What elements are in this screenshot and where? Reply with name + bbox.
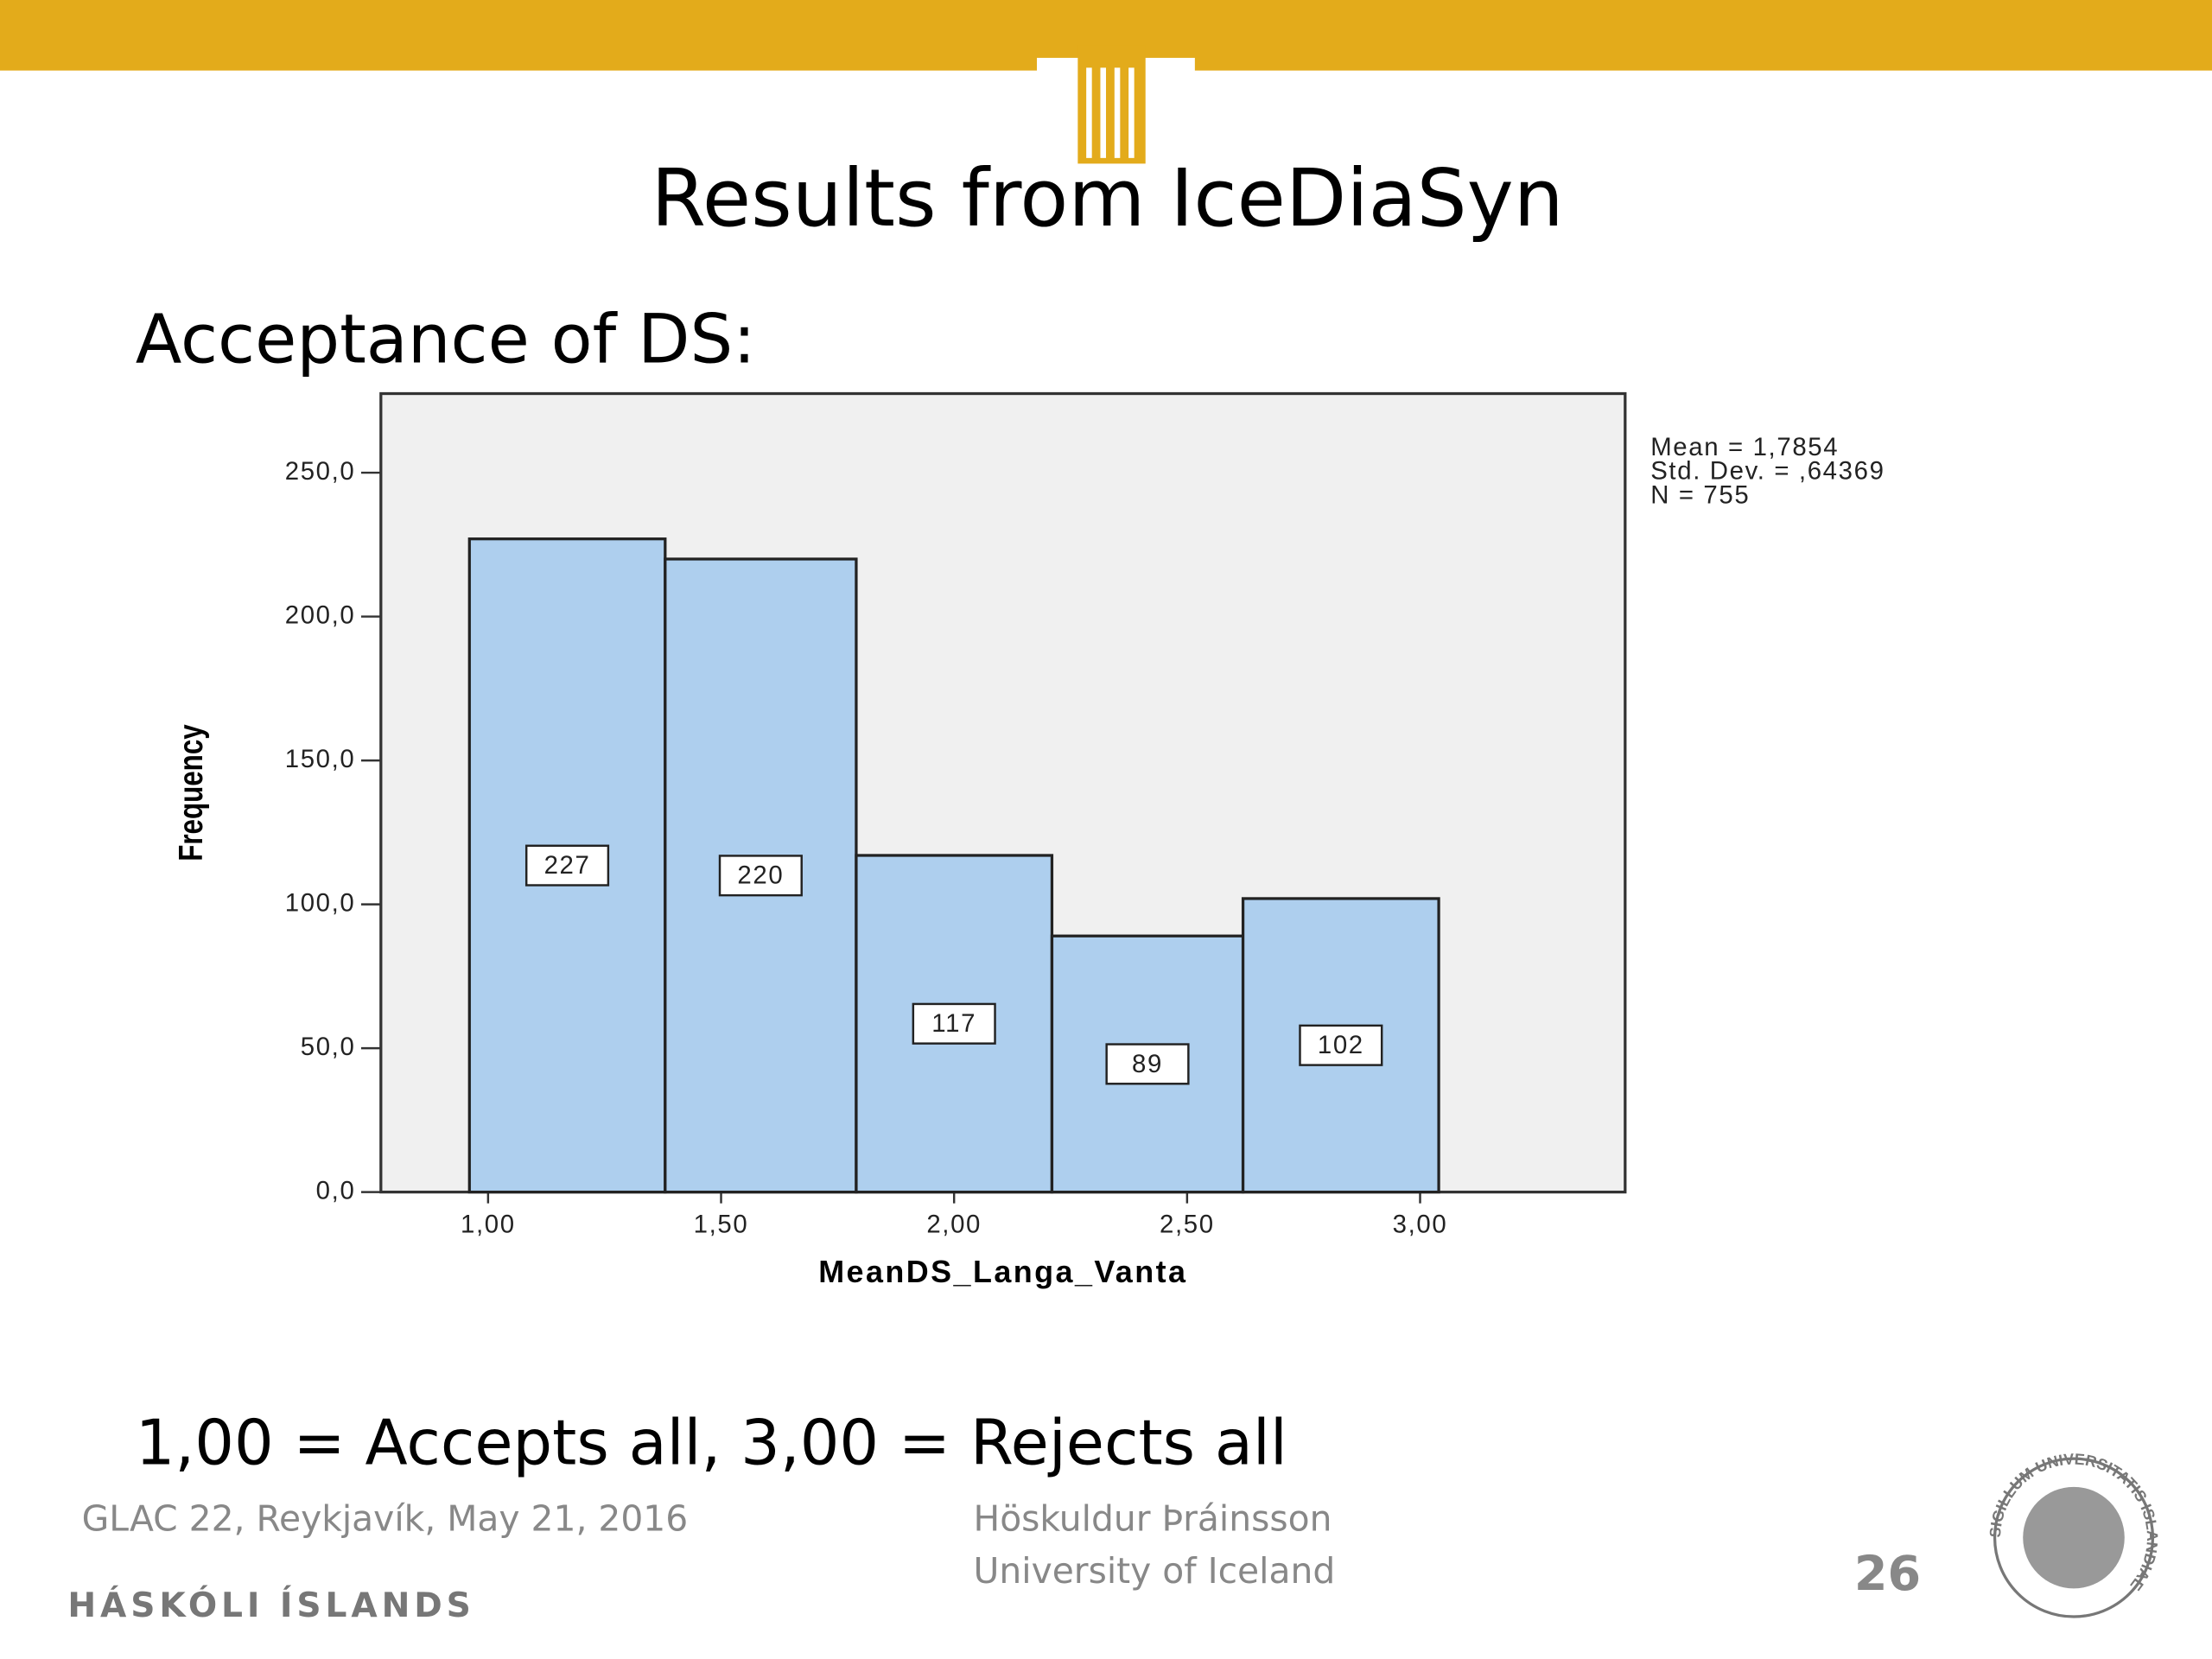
y-tick-label: 150,0 — [285, 745, 356, 773]
institution: HÁSKÓLI ÍSLANDS — [67, 1585, 474, 1625]
value-label-box — [524, 844, 610, 887]
value-label: 117 — [931, 1009, 976, 1038]
value-label: 227 — [544, 851, 591, 880]
author: Höskuldur Þráinsson — [974, 1497, 1332, 1539]
logo-pillar — [1077, 45, 1146, 164]
y-tick-label: 0,0 — [316, 1176, 356, 1205]
value-label: 89 — [1132, 1050, 1163, 1078]
page-number: 26 — [1854, 1546, 1921, 1602]
x-tick-label: 3,00 — [1393, 1211, 1448, 1239]
affiliation: University of Iceland — [974, 1550, 1336, 1592]
y-tick-label: 200,0 — [285, 601, 356, 629]
value-label-box — [1105, 1043, 1190, 1085]
value-label-box — [912, 1002, 996, 1045]
x-axis-title: MeanDS_Langa_Vanta — [818, 1254, 1187, 1289]
stat-annotation: Mean = 1,7854 — [1650, 433, 1839, 461]
slide-title: Results from IceDiaSyn — [652, 152, 1564, 245]
x-tick-label: 2,50 — [1160, 1211, 1215, 1239]
subtitle: Acceptance of DS: — [136, 301, 756, 379]
event: GLAC 22, Reykjavík, May 21, 2016 — [82, 1497, 689, 1539]
y-tick-label: 250,0 — [285, 457, 356, 486]
value-label: 220 — [737, 861, 784, 890]
y-axis-title: Frequency — [172, 724, 210, 861]
stat-annotation: N = 755 — [1650, 480, 1750, 509]
x-tick-label: 1,50 — [694, 1211, 749, 1239]
value-label-box — [718, 855, 803, 897]
note: 1,00 = Accepts all, 3,00 = Rejects all — [136, 1407, 1287, 1479]
y-tick-label: 50,0 — [301, 1033, 356, 1061]
value-label: 102 — [1318, 1031, 1364, 1059]
seal: SIGILLUM UNIVERSITATIS ISLANDIAE — [1986, 1451, 2161, 1618]
y-tick-label: 100,0 — [285, 888, 356, 917]
x-tick-label: 1,00 — [461, 1211, 516, 1239]
x-tick-label: 2,00 — [926, 1211, 982, 1239]
value-label-box — [1299, 1024, 1383, 1066]
stat-annotation: Std. Dev. = ,64369 — [1650, 457, 1885, 486]
